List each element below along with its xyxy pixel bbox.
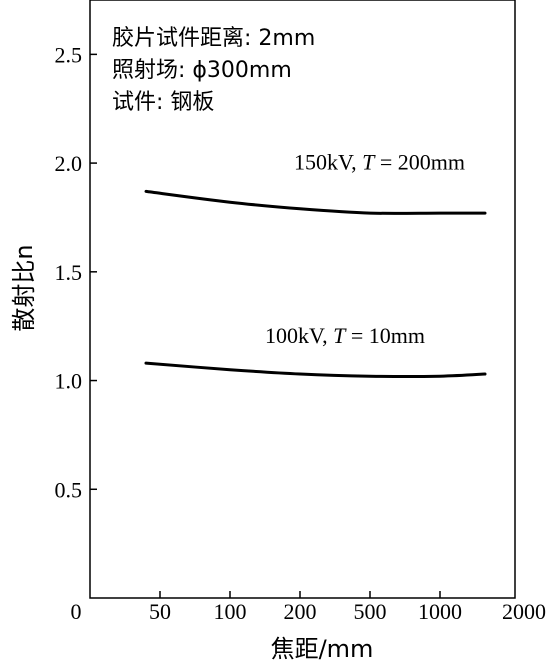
x-tick-label: 50 xyxy=(149,599,171,624)
x-tick-label: 0 xyxy=(71,599,82,624)
y-tick-label: 2.5 xyxy=(55,42,83,67)
series-line-2 xyxy=(144,361,487,378)
series-label-2: 100kV, T = 10mm xyxy=(265,323,425,348)
x-axis-label: 焦距/mm xyxy=(271,635,374,661)
y-tick-label: 0.5 xyxy=(55,477,83,502)
annotation-line: 胶片试件距离: 2mm xyxy=(112,26,315,51)
plot-frame xyxy=(89,0,516,599)
series-line-1 xyxy=(144,189,487,215)
annotation-line: 试件: 钢板 xyxy=(112,90,214,115)
y-axis-label: 散射比n xyxy=(10,244,38,331)
series-label-1: 150kV, T = 200mm xyxy=(294,149,465,174)
y-tick-label: 1.0 xyxy=(55,369,83,394)
x-tick-label: 500 xyxy=(354,599,387,624)
x-tick-label: 2000 xyxy=(502,599,546,624)
x-tick-label: 100 xyxy=(214,599,247,624)
x-tick-label: 200 xyxy=(284,599,317,624)
y-tick-label: 2.0 xyxy=(55,151,83,176)
y-tick-label: 1.5 xyxy=(55,260,83,285)
annotation-line: 照射场: ϕ300mm xyxy=(112,58,292,83)
x-tick-label: 1000 xyxy=(418,599,462,624)
